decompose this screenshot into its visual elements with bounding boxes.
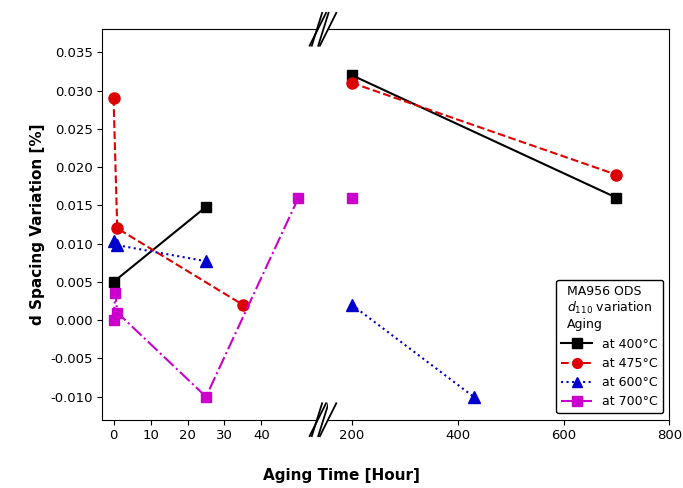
- at 475°C: [613, 172, 621, 178]
- Line: at 400°C: at 400°C: [347, 70, 622, 203]
- at 400°C: [613, 195, 621, 201]
- Line: at 475°C: at 475°C: [346, 77, 622, 180]
- at 600°C: [348, 302, 356, 308]
- Text: Aging Time [Hour]: Aging Time [Hour]: [263, 468, 420, 483]
- at 600°C: [469, 394, 477, 400]
- Y-axis label: d Spacing Variation [%]: d Spacing Variation [%]: [29, 124, 44, 325]
- Line: at 600°C: at 600°C: [346, 299, 479, 402]
- at 400°C: [348, 72, 356, 78]
- Legend: at 400°C, at 475°C, at 600°C, at 700°C: at 400°C, at 475°C, at 600°C, at 700°C: [556, 280, 663, 413]
- at 475°C: [348, 80, 356, 86]
